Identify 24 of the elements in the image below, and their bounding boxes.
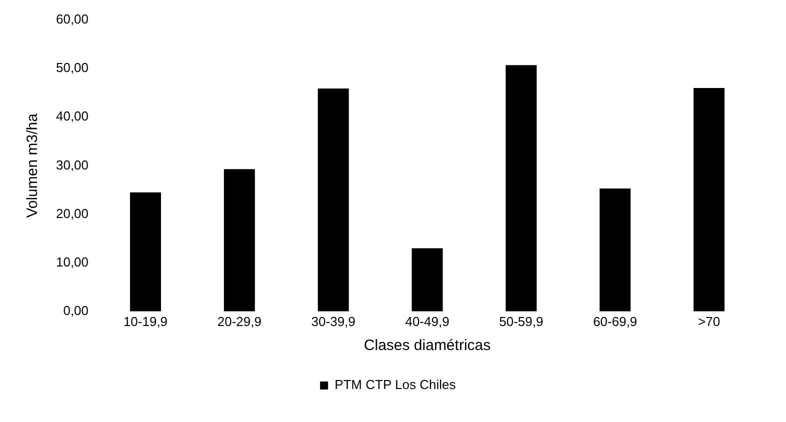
y-tick-label: 40,00	[56, 108, 89, 124]
x-tick-label: 20-29,9	[217, 314, 262, 329]
bar	[130, 192, 161, 312]
y-tick-label: 30,00	[56, 157, 89, 172]
bar	[506, 65, 537, 312]
bar	[318, 88, 349, 312]
x-tick-label: 30-39,9	[311, 314, 356, 329]
x-tick-label: >70	[698, 314, 720, 329]
x-tick-label: 60-69,9	[593, 314, 638, 329]
bar	[412, 248, 443, 312]
legend-label: PTM CTP Los Chiles	[334, 377, 456, 392]
y-tick-label: 60,00	[56, 12, 89, 27]
bar	[600, 188, 631, 312]
bar	[224, 169, 255, 312]
x-tick-label: 40-49,9	[405, 314, 450, 329]
x-axis-title: Clases diamétricas	[364, 337, 491, 354]
y-tick-label: 50,00	[56, 60, 89, 76]
y-tick-label: 0,00	[63, 302, 89, 318]
y-tick-label: 10,00	[56, 254, 89, 270]
y-tick-label: 20,00	[56, 206, 89, 221]
x-tick-label: 50-59,9	[499, 314, 544, 329]
y-axis-title: Volumen m3/ha	[24, 112, 42, 218]
bar	[694, 88, 725, 312]
x-tick-label: 10-19,9	[123, 314, 168, 329]
